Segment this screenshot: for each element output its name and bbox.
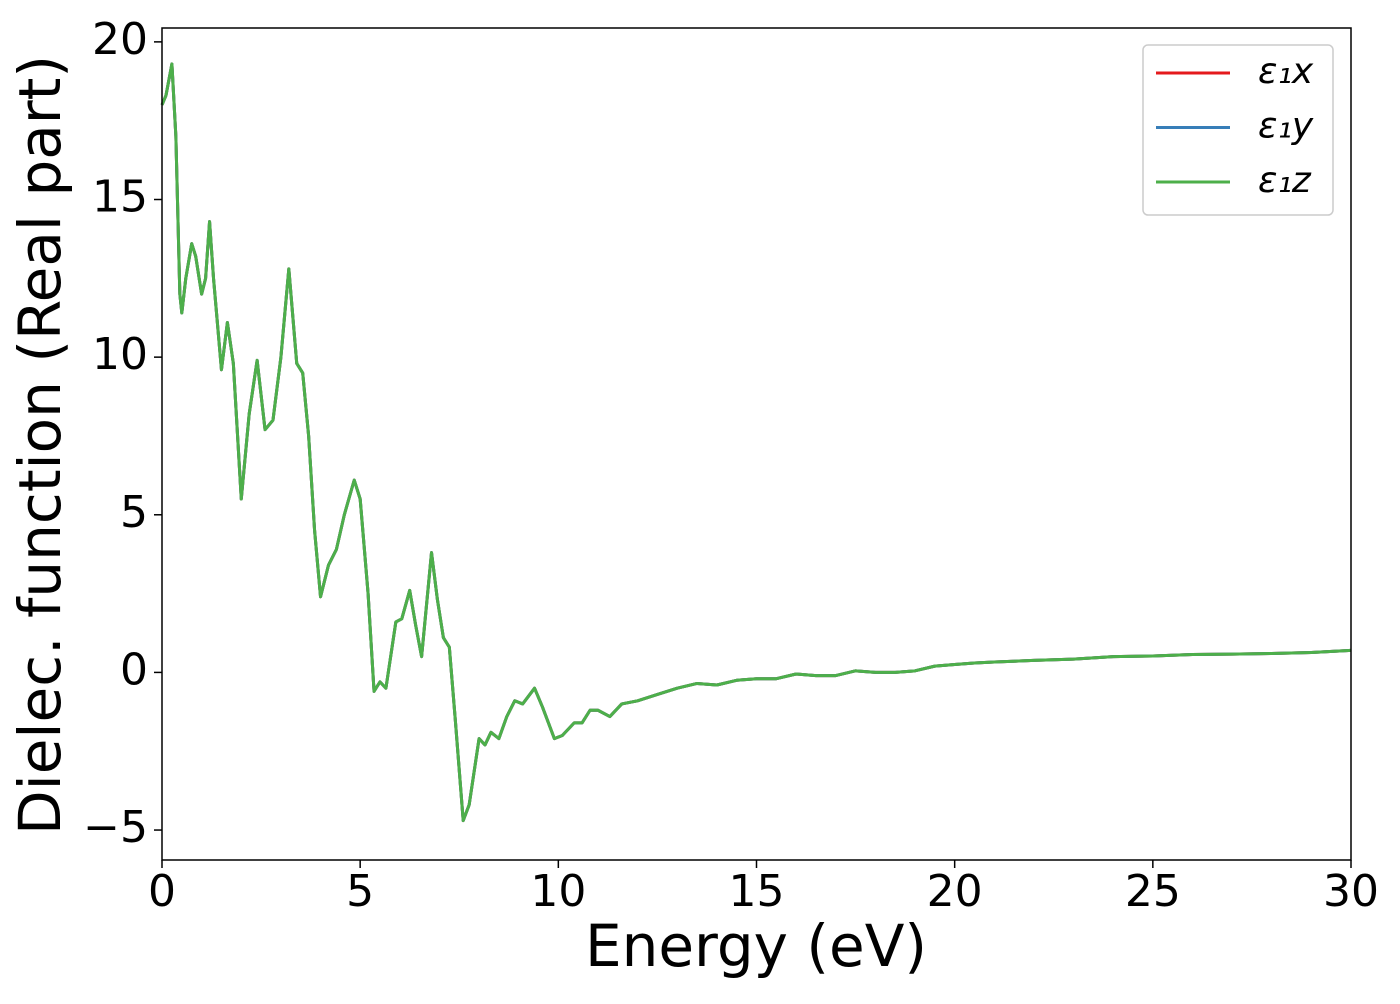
y-axis-label: Dielec. function (Real part) [6,55,74,835]
legend-label: ε₁x [1258,51,1314,92]
y-tick-label: 20 [92,14,148,65]
x-axis-label: Energy (eV) [585,912,927,980]
y-tick-label: 10 [92,329,148,380]
plot-frame [161,27,1352,861]
series-line [160,62,1352,823]
y-tick-label: 5 [120,487,148,538]
y-tick-label: 0 [120,644,148,695]
x-tick-label: 15 [729,866,785,917]
x-tick-label: 25 [1125,866,1181,917]
legend-box [1142,44,1334,216]
x-tick-label: 10 [530,866,586,917]
x-tick-label: 5 [346,866,374,917]
y-tick-label: 15 [92,172,148,223]
legend-label: ε₁y [1258,106,1314,147]
legend-label: ε₁z [1258,160,1312,201]
x-tick-label: 20 [927,866,983,917]
y-tick-label: −5 [83,802,148,853]
x-tick-label: 30 [1323,866,1379,917]
x-tick-label: 0 [148,866,176,917]
